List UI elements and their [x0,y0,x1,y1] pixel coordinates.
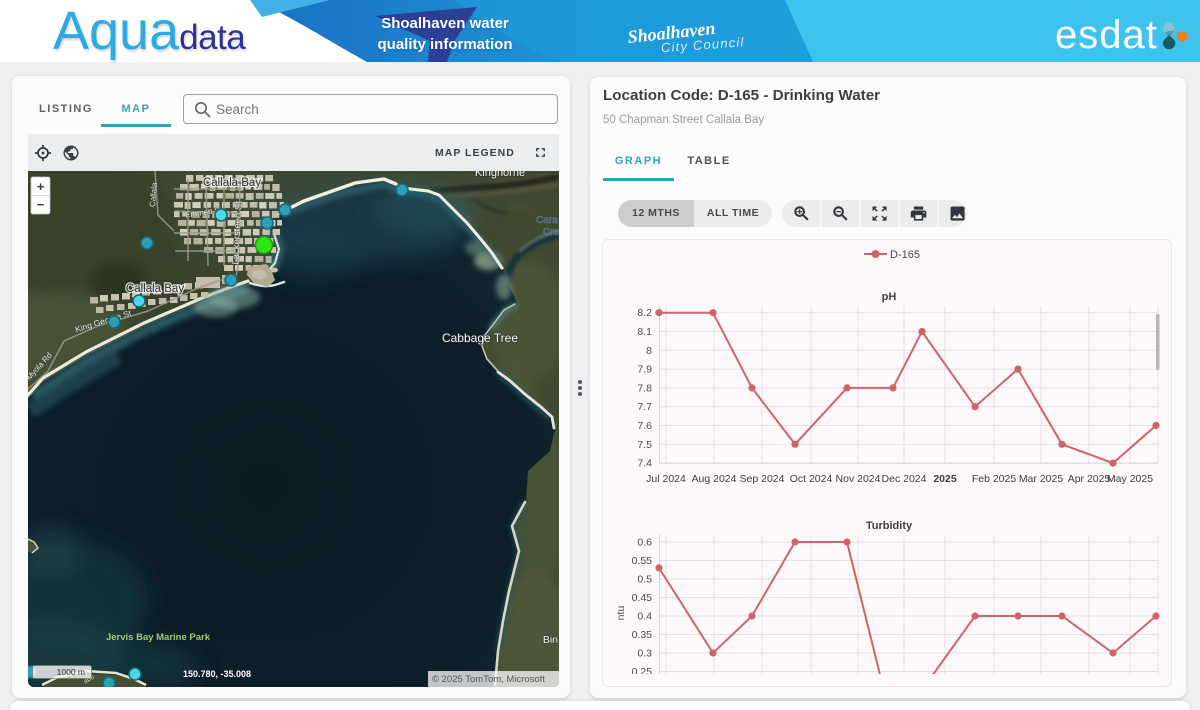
svg-text:0.5: 0.5 [637,574,652,586]
svg-text:Lackersteen St: Lackersteen St [230,201,244,265]
svg-text:Dec 2024: Dec 2024 [882,473,927,485]
svg-text:Bin: Bin [543,634,558,646]
svg-text:8.1: 8.1 [637,326,652,338]
svg-text:Callala Bay: Callala Bay [126,283,184,295]
svg-text:7.4: 7.4 [637,458,652,470]
svg-text:Cre: Cre [543,227,559,238]
svg-text:0.25: 0.25 [632,666,653,674]
svg-text:8.2: 8.2 [637,307,652,319]
svg-text:Cara: Cara [536,215,558,226]
svg-text:Jul 2024: Jul 2024 [646,473,686,485]
svg-text:1000 m: 1000 m [57,667,85,677]
svg-text:Kinghorne: Kinghorne [475,171,525,179]
svg-text:Kinghorne: Kinghorne [475,171,525,179]
svg-text:Callala: Callala [148,182,159,208]
svg-text:150.780, -35.008: 150.780, -35.008 [183,669,251,679]
svg-text:0.6: 0.6 [637,537,652,549]
svg-text:ntu: ntu [615,606,627,621]
svg-text:© 2025 TomTom, Microsoft: © 2025 TomTom, Microsoft [432,674,545,685]
svg-text:0.3: 0.3 [637,648,652,660]
svg-text:Feb 2025: Feb 2025 [972,473,1017,485]
svg-text:Jervis Bay Marine Park: Jervis Bay Marine Park [106,632,211,643]
svg-text:0.35: 0.35 [632,629,653,641]
svg-text:Sep 2024: Sep 2024 [740,473,785,485]
svg-text:0.4: 0.4 [637,611,652,623]
svg-text:abe: abe [82,674,96,686]
svg-text:0.55: 0.55 [632,555,653,567]
svg-text:Nov 2024: Nov 2024 [836,473,881,485]
svg-text:0.45: 0.45 [632,592,653,604]
svg-text:pH: pH [882,291,897,303]
svg-text:Cara: Cara [536,215,558,226]
svg-text:Aug 2024: Aug 2024 [692,473,737,485]
svg-text:7.5: 7.5 [637,439,652,451]
svg-text:Cabbage Tree: Cabbage Tree [442,331,518,345]
svg-text:7.9: 7.9 [637,364,652,376]
svg-text:Mar 2025: Mar 2025 [1019,473,1064,485]
svg-text:Lackersteen St: Lackersteen St [230,201,244,265]
svg-text:2025: 2025 [933,473,957,485]
svg-text:Apr 2025: Apr 2025 [1068,473,1111,485]
svg-text:Cabbage Tree: Cabbage Tree [442,331,518,345]
svg-text:−: − [37,197,45,212]
svg-text:Callala: Callala [148,182,159,208]
svg-text:Bin: Bin [543,634,558,646]
svg-text:Oct 2024: Oct 2024 [790,473,833,485]
svg-text:8: 8 [646,345,652,357]
svg-text:Callala Bay: Callala Bay [203,177,261,189]
svg-text:D-165: D-165 [890,249,920,261]
svg-text:7.6: 7.6 [637,420,652,432]
svg-text:May 2025: May 2025 [1107,473,1153,485]
svg-text:Turbidity: Turbidity [866,520,913,532]
svg-text:7.7: 7.7 [637,401,652,413]
svg-text:Callala Bay: Callala Bay [203,177,261,189]
svg-text:Cre: Cre [543,227,559,238]
svg-text:Callala Bay: Callala Bay [126,283,184,295]
svg-text:+: + [37,179,45,194]
svg-text:7.8: 7.8 [637,382,652,394]
